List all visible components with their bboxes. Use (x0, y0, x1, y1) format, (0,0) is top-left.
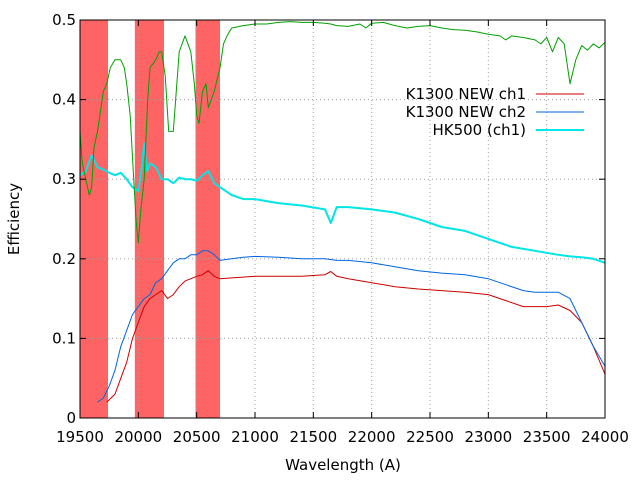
tick-labels: 19500 20000 20500 21000 21500 22000 22500 23000… (52, 11, 629, 446)
x-tick-label: 23500 (523, 428, 571, 446)
x-tick-label: 21500 (289, 428, 337, 446)
series-line-1 (106, 270, 606, 403)
y-tick-label: 0.4 (52, 91, 76, 109)
x-tick-label: 21000 (231, 428, 279, 446)
shaded-band-1 (80, 20, 108, 418)
series-line-2 (97, 250, 606, 403)
series-line-3 (79, 142, 606, 264)
plot-frame (79, 19, 606, 419)
legend-label: HK500 (ch1) (432, 121, 526, 139)
legend-label: K1300 NEW ch2 (406, 103, 526, 121)
x-axis-title: Wavelength (A) (285, 456, 401, 474)
x-tick-label: 24000 (581, 428, 629, 446)
y-tick-label: 0.2 (52, 250, 76, 268)
x-tick-label: 20000 (114, 428, 162, 446)
y-axis-title: Efficiency (5, 183, 23, 255)
legend-label: K1300 NEW ch1 (406, 85, 526, 103)
y-tick-label: 0 (66, 409, 76, 427)
x-tick-label: 23000 (464, 428, 512, 446)
axis-ticks (79, 19, 606, 419)
x-tick-label: 22500 (406, 428, 454, 446)
y-tick-label: 0.1 (52, 329, 76, 347)
x-tick-label: 19500 (56, 428, 104, 446)
y-tick-label: 0.5 (52, 11, 76, 29)
x-tick-label: 20500 (173, 428, 221, 446)
x-tick-label: 22000 (348, 428, 396, 446)
series-layer (79, 21, 606, 403)
shaded-band-3 (195, 20, 220, 418)
shaded-bands (80, 20, 220, 418)
y-tick-label: 0.3 (52, 170, 76, 188)
series-line-4 (79, 21, 606, 244)
